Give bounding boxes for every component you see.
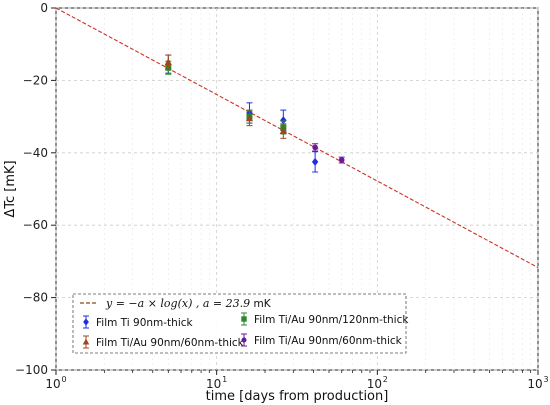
data-point bbox=[338, 157, 345, 163]
x-tick-exponent: 2 bbox=[383, 375, 388, 384]
legend: y = −a × log(x) , a = 23.9 mK Film Ti 90n… bbox=[72, 293, 409, 354]
series-2 bbox=[165, 60, 287, 135]
legend-marker bbox=[241, 337, 247, 343]
data-point bbox=[311, 157, 319, 166]
data-point bbox=[312, 144, 318, 151]
y-tick-label: −40 bbox=[23, 146, 48, 160]
y-tick-label: −20 bbox=[23, 73, 48, 87]
x-tick-label: 10 bbox=[527, 377, 542, 391]
legend-marker bbox=[241, 316, 247, 322]
x-tick-label: 10 bbox=[206, 377, 221, 391]
legend-marker bbox=[83, 318, 89, 326]
fit-line bbox=[55, 7, 539, 269]
data-point bbox=[245, 114, 254, 122]
legend-label: Film Ti/Au 90nm/120nm-thick bbox=[254, 314, 409, 326]
data-point bbox=[279, 127, 287, 134]
series-3 bbox=[164, 54, 287, 139]
y-tick-label: −60 bbox=[23, 218, 48, 232]
y-tick-label: 0 bbox=[40, 1, 48, 15]
x-axis-title: time [days from production] bbox=[206, 389, 389, 404]
legend-fit-unit: mK bbox=[250, 298, 272, 310]
legend-marker bbox=[82, 338, 90, 345]
legend-label: Film Ti 90nm-thick bbox=[96, 317, 194, 329]
x-tick-label: 10 bbox=[45, 377, 60, 391]
legend-label: Film Ti/Au 90nm/60nm-thick bbox=[254, 335, 403, 347]
series-1 bbox=[165, 54, 319, 173]
series-layer bbox=[164, 54, 345, 173]
x-tick-label: 10 bbox=[367, 377, 382, 391]
data-point bbox=[164, 58, 172, 66]
x-tick-exponent: 1 bbox=[222, 375, 227, 384]
y-tick-label: −80 bbox=[23, 291, 48, 305]
x-tick-exponent: 0 bbox=[61, 375, 66, 384]
x-tick-exponent: 3 bbox=[543, 375, 548, 384]
legend-fit-label: y = −a × log(x) , a = 23.9 mK bbox=[105, 297, 272, 310]
axes: 10 0 10 1 10 2 10 30−20−40−60−80−100 bbox=[15, 1, 549, 391]
legend-label: Film Ti/Au 90nm/60nm-thick bbox=[96, 337, 245, 349]
data-point bbox=[280, 116, 287, 125]
fit-line-layer bbox=[55, 7, 539, 269]
y-axis-title: ΔTc [mK] bbox=[3, 160, 18, 217]
legend-box bbox=[72, 293, 407, 354]
y-tick-label: −100 bbox=[15, 363, 48, 377]
series-4 bbox=[312, 143, 345, 164]
